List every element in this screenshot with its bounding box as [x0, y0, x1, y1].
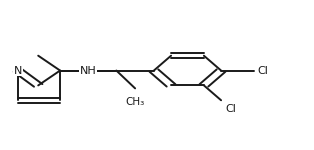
- Text: Cl: Cl: [226, 104, 237, 114]
- Text: NH: NH: [80, 66, 97, 76]
- Text: Cl: Cl: [257, 66, 268, 76]
- Text: CH₃: CH₃: [126, 97, 145, 107]
- Text: N: N: [14, 66, 22, 76]
